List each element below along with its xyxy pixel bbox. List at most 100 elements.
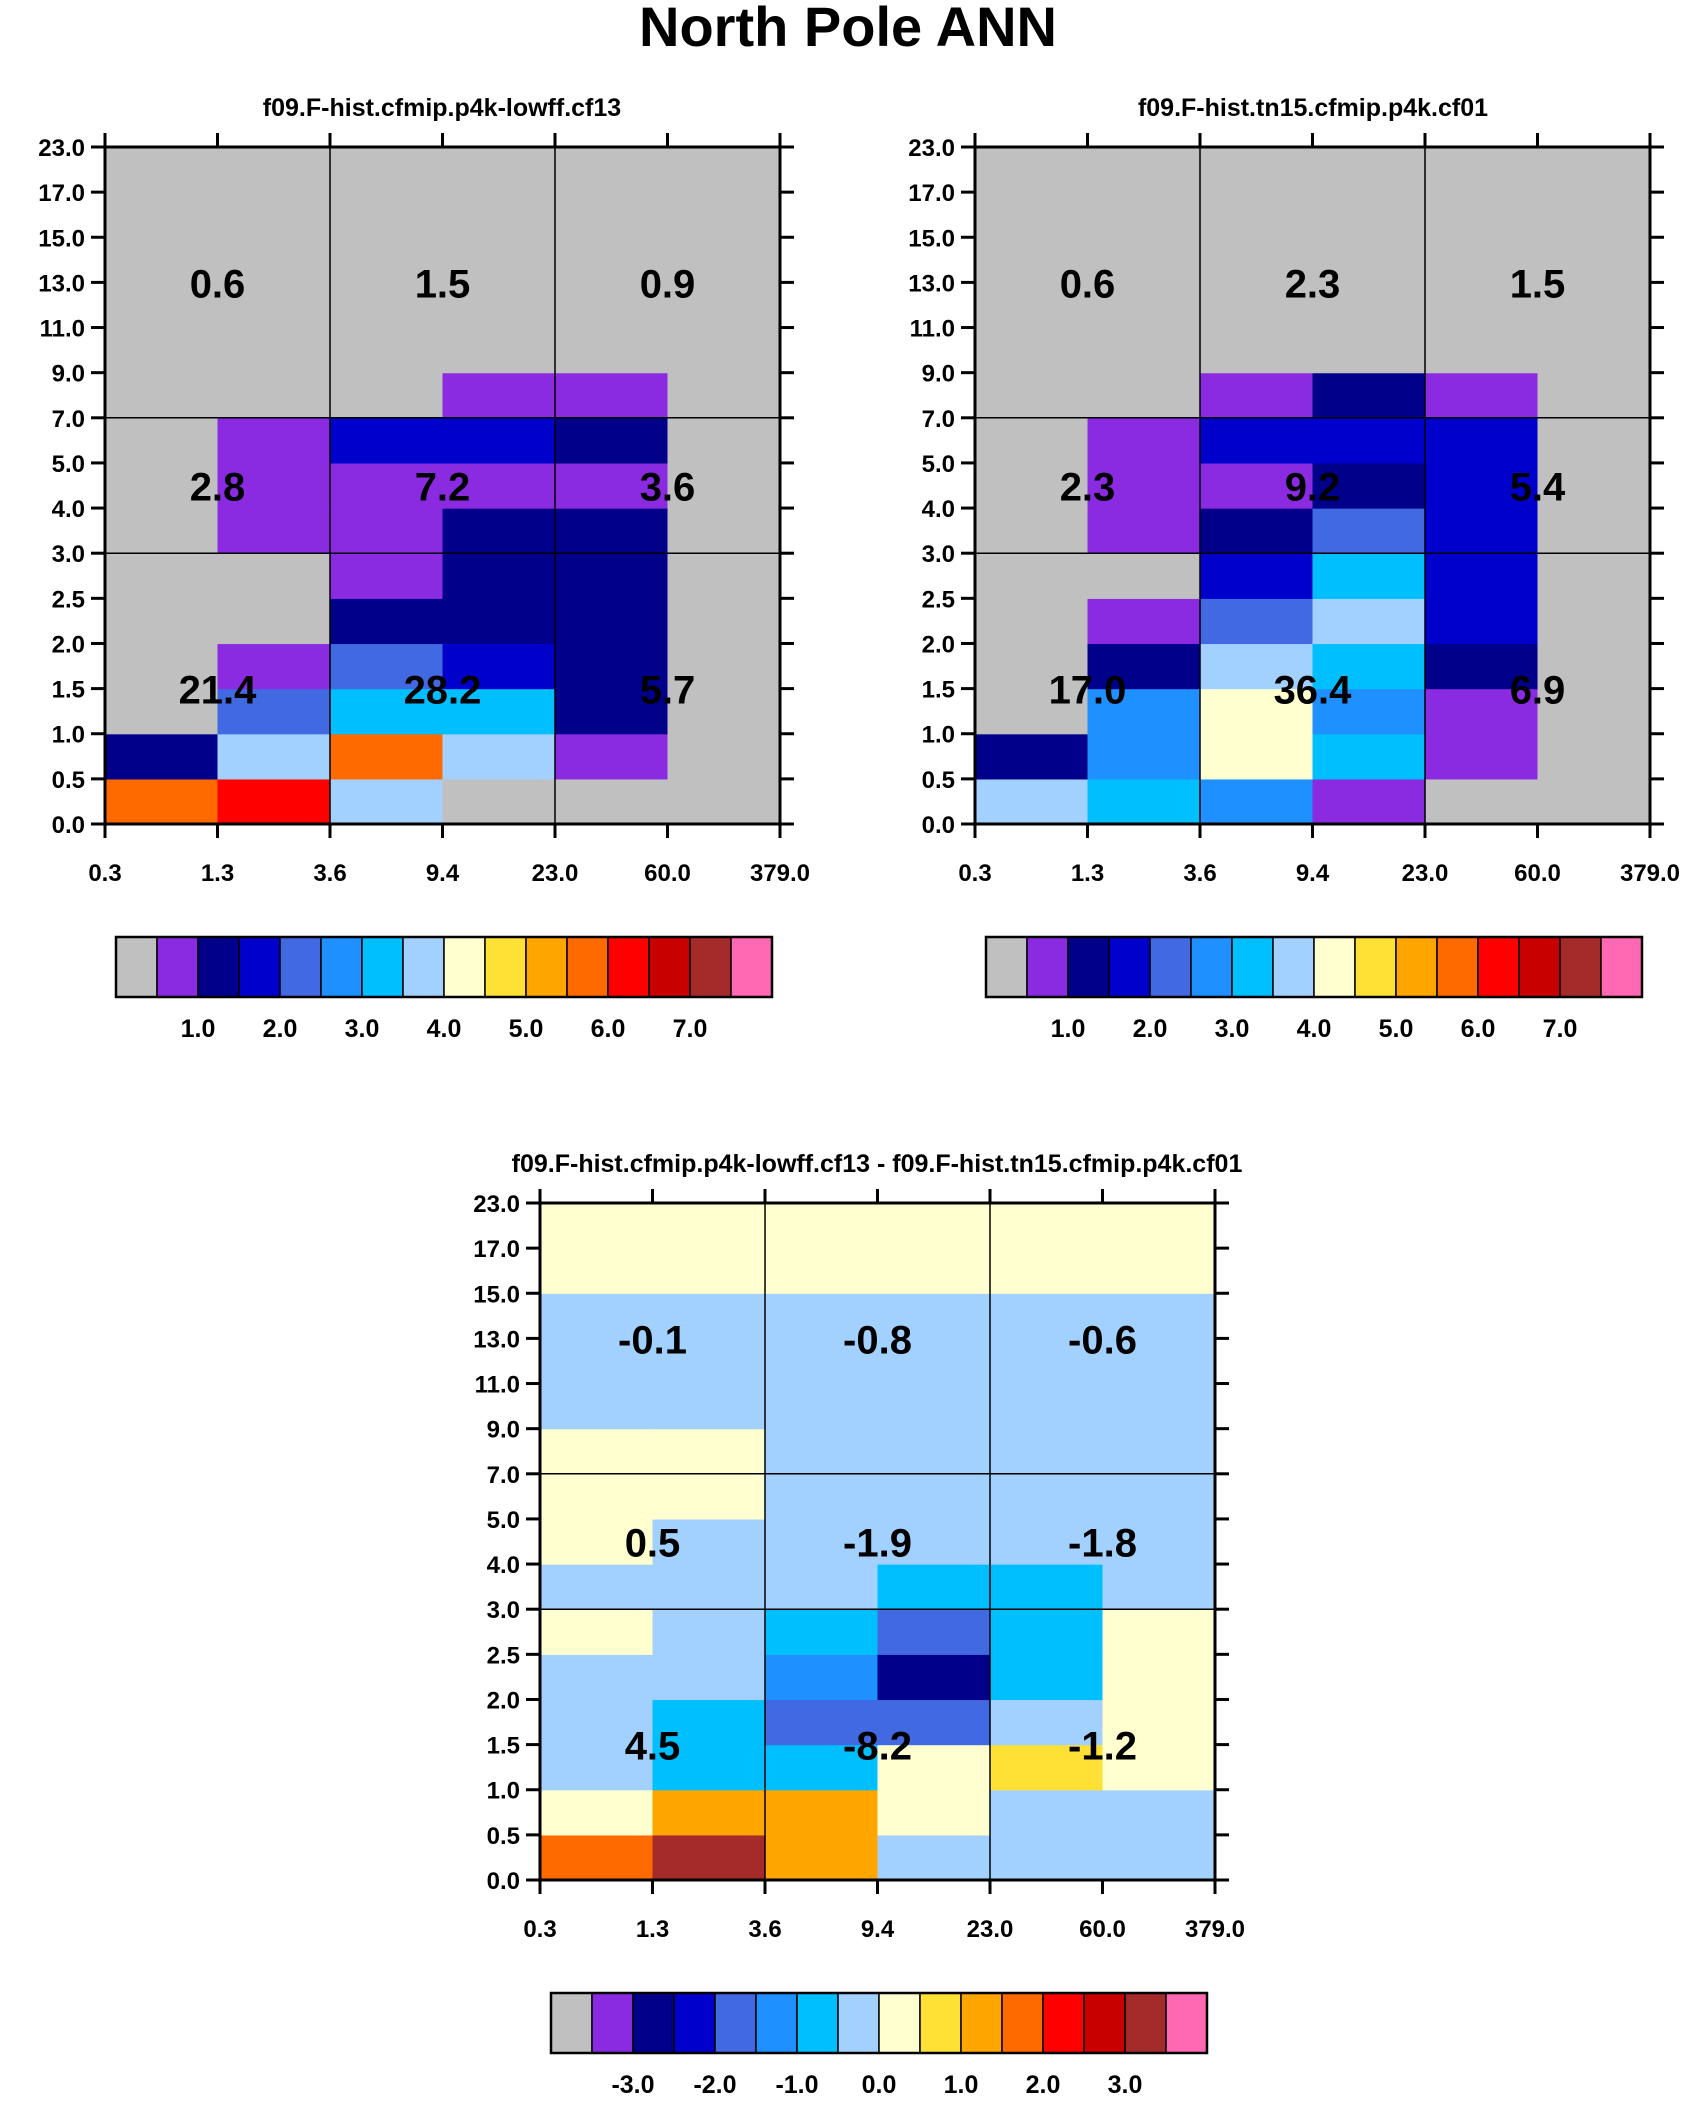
heatmap-cell (442, 372, 556, 419)
region-total-mid: 2.3 (1060, 466, 1116, 510)
heatmap-cell (975, 598, 1089, 645)
colorbar-label: 3.0 (1215, 1015, 1250, 1043)
heatmap-cell (442, 508, 556, 554)
heatmap-cell (1102, 1383, 1216, 1430)
heatmap-cell (877, 1789, 991, 1836)
region-total-mid: 3.6 (640, 466, 696, 510)
region-total-high: 0.9 (640, 262, 696, 306)
heatmap-cell (1200, 417, 1314, 464)
heatmap-cell (217, 733, 331, 780)
y-tick-label: 2.5 (52, 586, 85, 613)
colorbar-swatch (1272, 936, 1315, 998)
heatmap-cell (330, 417, 444, 464)
heatmap-cell (652, 1609, 766, 1655)
heatmap-cell (540, 1428, 654, 1475)
y-tick-label: 2.5 (487, 1642, 520, 1669)
heatmap-cell (975, 688, 1089, 735)
heatmap-cell (1087, 508, 1201, 554)
heatmap-cell (975, 147, 1089, 193)
heatmap-cell (442, 733, 556, 780)
colorbar-swatch (1231, 936, 1274, 998)
heatmap-cell (990, 1383, 1104, 1430)
colorbar-swatch (402, 936, 445, 998)
heatmap-cell (1425, 147, 1539, 193)
colorbar-swatch (197, 936, 240, 998)
heatmap-cell (1425, 327, 1539, 374)
colorbar-label: 3.0 (345, 1015, 380, 1043)
heatmap-cell (975, 778, 1089, 825)
y-tick-label: 2.0 (922, 631, 955, 658)
heatmap-cell (1102, 1564, 1216, 1610)
heatmap-cell (1087, 462, 1201, 509)
heatmap-cell (652, 1338, 766, 1385)
heatmap-cell (652, 1518, 766, 1565)
heatmap-cell (1537, 327, 1651, 374)
x-tick-label: 1.3 (201, 860, 234, 887)
heatmap-cell (1102, 1654, 1216, 1701)
heatmap-cell (1425, 778, 1539, 825)
heatmap-cell (442, 237, 556, 283)
heatmap-cell (105, 508, 219, 554)
heatmap-cell (975, 553, 1089, 599)
heatmap-cell (667, 598, 781, 645)
y-tick-label: 11.0 (40, 316, 85, 343)
heatmap-cell (217, 553, 331, 599)
heatmap-cell (877, 1293, 991, 1339)
heatmap-cell (877, 1744, 991, 1791)
heatmap-cell (765, 1834, 879, 1881)
heatmap-cell (105, 688, 219, 735)
y-tick-label: 4.0 (487, 1552, 520, 1579)
colorbar-swatch (1026, 936, 1069, 998)
y-tick-label: 0.5 (922, 767, 955, 794)
heatmap-cell (1312, 237, 1426, 283)
x-tick-label: 0.3 (88, 860, 121, 887)
colorbar-label: 2.0 (263, 1015, 298, 1043)
colorbar-swatch (1067, 936, 1110, 998)
heatmap-cell (765, 1248, 879, 1294)
heatmap-cell (1425, 643, 1539, 690)
heatmap-cell (667, 553, 781, 599)
heatmap-cell (105, 147, 219, 193)
heatmap-cell (990, 1609, 1104, 1655)
heatmap-cell (105, 462, 219, 509)
heatmap-cell (555, 733, 669, 780)
colorbar-swatch (673, 1992, 716, 2054)
heatmap-cell (1200, 598, 1314, 645)
heatmap-cell (1087, 553, 1201, 599)
heatmap-cell (442, 462, 556, 509)
region-total-low: 4.5 (625, 1725, 681, 1769)
colorbar-label: 2.0 (1133, 1015, 1168, 1043)
heatmap-cell (540, 1789, 654, 1836)
heatmap-cell (1102, 1248, 1216, 1294)
heatmap-cell (330, 643, 444, 690)
y-tick-label: 0.0 (922, 812, 955, 839)
x-tick-label: 23.0 (532, 860, 579, 887)
heatmap-cell (975, 417, 1089, 464)
heatmap-cell (1425, 462, 1539, 509)
heatmap-cell (105, 237, 219, 283)
heatmap-cell (330, 508, 444, 554)
colorbar-label: 1.0 (944, 2071, 979, 2099)
heatmap-cell (442, 598, 556, 645)
colorbar-swatch (361, 936, 404, 998)
colorbar-label: 3.0 (1108, 2071, 1143, 2099)
heatmap-cell (975, 733, 1089, 780)
heatmap-cell (1537, 508, 1651, 554)
colorbar-swatch (1190, 936, 1233, 998)
heatmap-cell (652, 1203, 766, 1249)
colorbar-label: 6.0 (1461, 1015, 1496, 1043)
y-tick-label: 15.0 (908, 225, 955, 252)
heatmap-cell (1537, 598, 1651, 645)
heatmap-cell (330, 778, 444, 825)
y-tick-label: 3.0 (922, 541, 955, 568)
panel-1-title: f09.F-hist.cfmip.p4k-lowff.cf13 (263, 94, 621, 122)
heatmap-cell (330, 733, 444, 780)
heatmap-cell (1102, 1609, 1216, 1655)
heatmap-cell (990, 1248, 1104, 1294)
heatmap-cell (1312, 147, 1426, 193)
heatmap-cell (1200, 688, 1314, 735)
heatmap-cell (217, 508, 331, 554)
heatmap-cell (1312, 282, 1426, 329)
heatmap-cell (555, 508, 669, 554)
colorbar-swatch (607, 936, 650, 998)
